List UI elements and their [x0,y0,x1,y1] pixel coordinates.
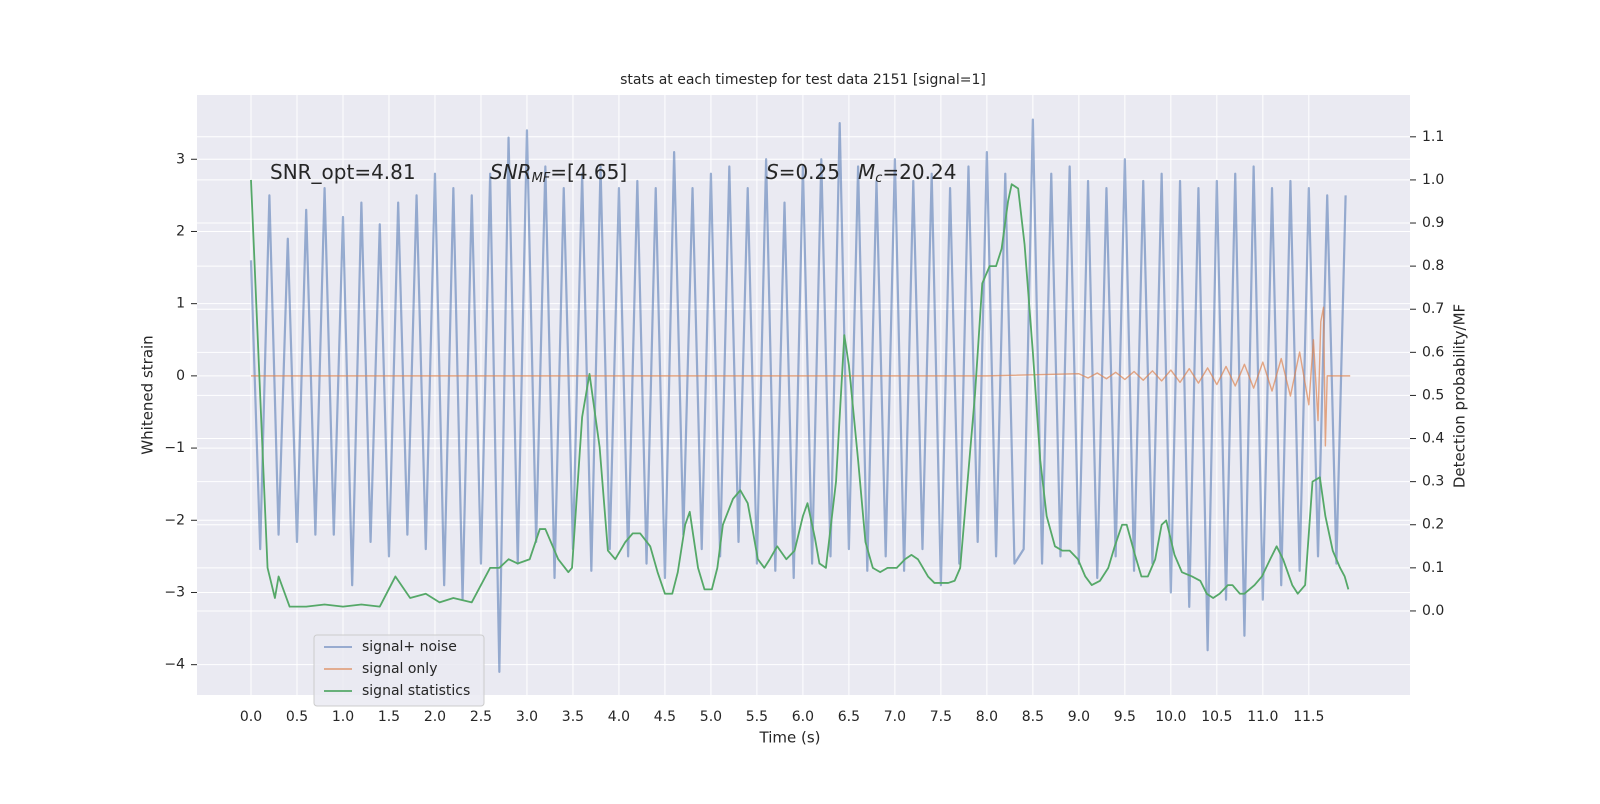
y2-tick-label: 0.9 [1422,215,1444,231]
y2-tick-label: 0.8 [1422,258,1444,274]
x-tick-label: 3.0 [516,709,538,725]
y-tick-label: 2 [176,223,185,239]
y-tick-label: −1 [164,440,185,456]
x-tick-label: 1.5 [378,709,400,725]
annotation-text: S [766,160,779,184]
y-tick-label: 3 [176,151,185,167]
x-tick-label: 4.0 [608,709,630,725]
x-tick-label: 8.0 [976,709,998,725]
x-tick-label: 6.0 [792,709,814,725]
annotation: Mc=20.24 [858,160,956,186]
y2-tick-label: 1.1 [1422,129,1444,145]
legend-box [313,634,485,707]
x-tick-label: 10.5 [1201,709,1232,725]
annotation-text: =20.24 [882,160,956,184]
annotation-text: SNR [490,160,532,184]
x-tick-label: 6.5 [838,709,860,725]
x-tick-label: 8.5 [1022,709,1044,725]
chart-title: stats at each timestep for test data 215… [620,72,986,88]
annotation: S=0.25 [766,160,840,184]
x-tick-label: 1.0 [332,709,354,725]
y2-tick-label: 0.7 [1422,301,1444,317]
y-tick-label: 0 [176,368,185,384]
annotation-text: SNR_opt=4.81 [270,160,416,184]
legend: signal+ noise signal only signal statistic… [313,634,485,707]
x-tick-label: 2.5 [470,709,492,725]
y2-tick-label: 0.0 [1422,603,1444,619]
y-tick-label: 1 [176,296,185,312]
y-tick-label: −3 [164,584,185,600]
annotation-text: =[4.65] [550,160,627,184]
y2-tick-label: 0.2 [1422,517,1444,533]
y2-tick-label: 0.3 [1422,474,1444,490]
y2-tick-label: 0.6 [1422,344,1444,360]
annotation: SNRMF=[4.65] [490,160,627,186]
series-line [250,179,1350,608]
series-line [250,306,1351,447]
y2-tick-label: 0.5 [1422,387,1444,403]
x-tick-label: 0.5 [286,709,308,725]
annotation-subscript: c [875,171,882,186]
y2-tick-label: 0.1 [1422,560,1444,576]
x-tick-label: 7.5 [930,709,952,725]
x-axis-label: Time (s) [759,729,821,747]
x-tick-label: 3.5 [562,709,584,725]
legend-label: signal only [362,661,437,677]
legend-label: signal statistics [362,683,470,699]
y-tick-label: −2 [164,512,185,528]
x-tick-label: 5.0 [700,709,722,725]
x-tick-label: 11.0 [1247,709,1278,725]
x-tick-label: 10.0 [1155,709,1186,725]
annotation-subscript: MF [532,171,551,186]
annotation-text: M [858,160,875,184]
y2-tick-label: 1.0 [1422,172,1444,188]
y2-tick-label: 0.4 [1422,431,1444,447]
y-tick-label: −4 [164,657,185,673]
x-tick-label: 0.0 [240,709,262,725]
annotation-text: =0.25 [779,160,840,184]
x-tick-label: 4.5 [654,709,676,725]
y-axis-label: Whitened strain [139,335,157,454]
x-tick-label: 7.0 [884,709,906,725]
x-tick-label: 9.0 [1068,709,1090,725]
series-line [249,118,1347,673]
legend-label: signal+ noise [362,639,457,655]
x-tick-label: 5.5 [746,709,768,725]
x-tick-label: 2.0 [424,709,446,725]
x-tick-label: 9.5 [1114,709,1136,725]
lines [249,118,1351,673]
y2-axis-label: Detection probability/MF [1451,304,1469,488]
x-tick-label: 11.5 [1293,709,1324,725]
annotation: SNR_opt=4.81 [270,160,416,184]
